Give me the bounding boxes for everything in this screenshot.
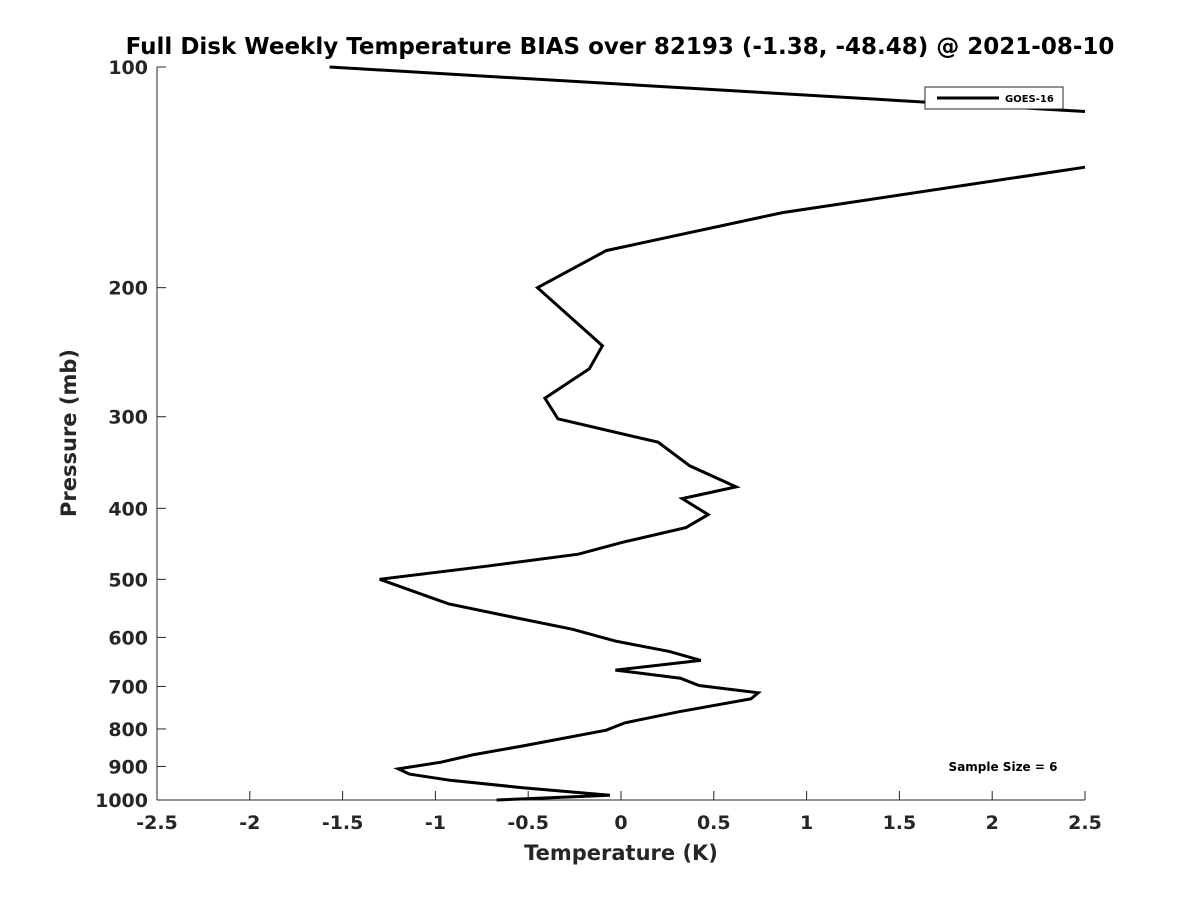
x-ticks: -2.5 -2 -1.5 -1 -0.5 0 0.5 1 1.5 2 2.5 — [136, 791, 1102, 834]
y-ticks: 100 200 300 400 500 600 700 800 900 1000 — [95, 57, 166, 812]
y-tick-label: 900 — [108, 756, 148, 778]
y-tick-label: 300 — [108, 407, 148, 429]
y-tick-label: 800 — [108, 719, 148, 741]
y-tick-label: 100 — [108, 57, 148, 79]
series-line-segment — [379, 165, 1086, 802]
legend-entry-goes-16: GOES-16 — [1005, 94, 1054, 105]
x-tick-label: 0 — [614, 812, 627, 834]
x-tick-label: 1 — [800, 812, 813, 834]
x-tick-label: -1.5 — [322, 812, 364, 834]
plot-area — [329, 65, 1086, 802]
y-tick-label: 200 — [108, 278, 148, 300]
x-tick-label: -2 — [239, 812, 260, 834]
x-tick-label: 2.5 — [1068, 812, 1102, 834]
x-axis-label: Temperature (K) — [524, 841, 718, 865]
series-layer — [329, 65, 1086, 802]
x-tick-label: 2 — [986, 812, 999, 834]
y-tick-label: 500 — [108, 569, 148, 591]
x-tick-label: -0.5 — [507, 812, 549, 834]
x-tick-label: -2.5 — [136, 812, 178, 834]
sample-size-annotation: Sample Size = 6 — [949, 760, 1058, 774]
y-axis-label: Pressure (mb) — [57, 349, 81, 517]
chart-title: Full Disk Weekly Temperature BIAS over 8… — [126, 34, 1115, 60]
y-tick-label: 400 — [108, 498, 148, 520]
y-tick-label: 600 — [108, 627, 148, 649]
y-tick-label: 1000 — [95, 790, 148, 812]
x-tick-label: -1 — [425, 812, 446, 834]
y-tick-label: 700 — [108, 676, 148, 698]
legend: GOES-16 — [924, 86, 1064, 110]
x-tick-label: 1.5 — [883, 812, 917, 834]
x-tick-label: 0.5 — [697, 812, 731, 834]
